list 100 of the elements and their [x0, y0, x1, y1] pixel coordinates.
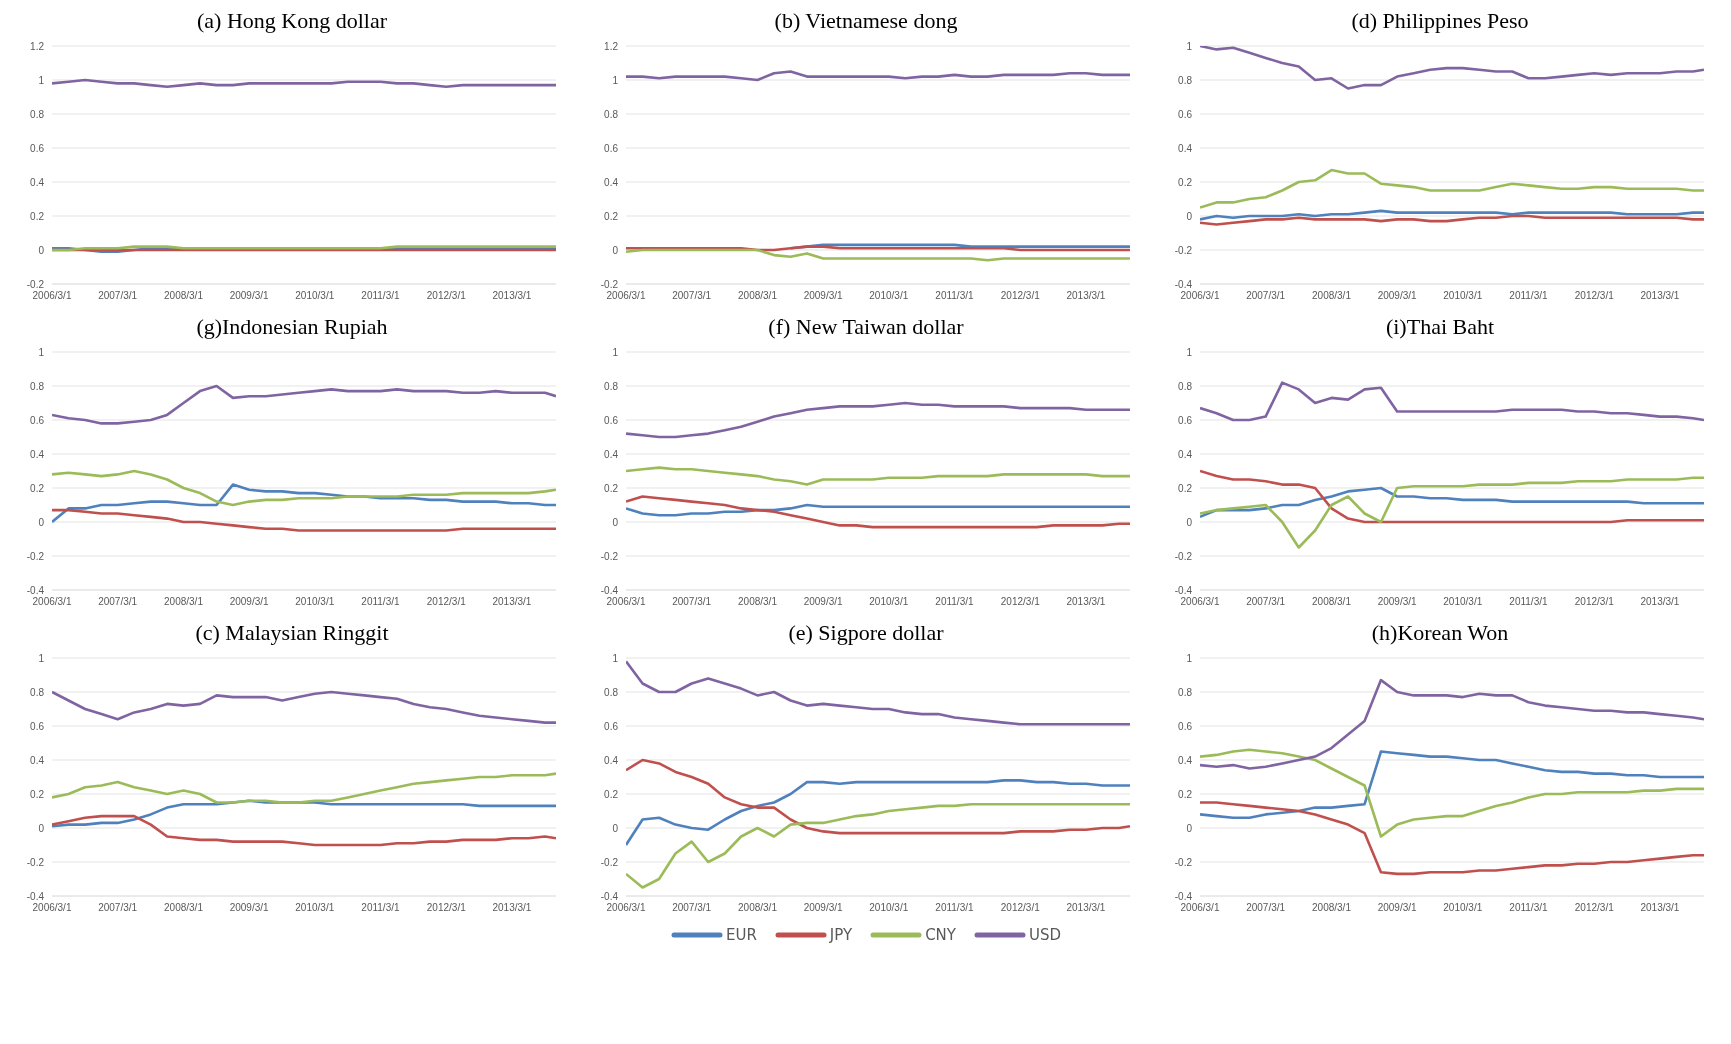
- y-tick-label: 0.4: [604, 754, 619, 766]
- x-tick-label: 2007/3/1: [672, 290, 712, 302]
- x-tick-label: 2007/3/1: [672, 596, 712, 608]
- y-tick-label: 0.4: [1178, 142, 1193, 154]
- y-tick-label: 0: [38, 822, 45, 834]
- y-tick-label: 0.2: [1178, 176, 1193, 188]
- chart-title: (g)Indonesian Rupiah: [195, 314, 389, 341]
- x-tick-label: 2013/3/1: [1066, 902, 1106, 914]
- line-series: [626, 503, 1130, 517]
- chart-title: (d) Philippines Peso: [1350, 8, 1530, 35]
- x-tick-label: 2012/3/1: [1000, 902, 1041, 914]
- y-tick-label: 0: [1186, 210, 1193, 222]
- x-tick-label: 2009/3/1: [1377, 902, 1418, 914]
- legend-label: CNY: [925, 926, 956, 944]
- x-tick-label: 2012/3/1: [1000, 290, 1041, 302]
- y-tick-label: 0.4: [604, 176, 619, 188]
- line-series: [626, 466, 1130, 486]
- y-tick-label: 1: [1186, 652, 1193, 664]
- x-tick-label: 2009/3/1: [229, 902, 270, 914]
- x-tick-label: 2009/3/1: [229, 290, 270, 302]
- line-series: [626, 248, 1130, 262]
- y-tick-label: 0.4: [30, 754, 45, 766]
- x-tick-label: 2008/3/1: [1312, 596, 1352, 608]
- y-tick-label: 0.8: [30, 686, 45, 698]
- chart-title: (f) New Taiwan dollar: [767, 314, 965, 341]
- y-tick-label: -0.4: [26, 890, 45, 902]
- x-tick-label: 2009/3/1: [803, 596, 844, 608]
- legend-label: JPY: [829, 926, 853, 944]
- x-tick-label: 2012/3/1: [1574, 596, 1615, 608]
- line-series: [1200, 168, 1704, 209]
- y-tick-label: 0.4: [1178, 754, 1193, 766]
- y-tick-label: 0.6: [1178, 108, 1193, 120]
- x-tick-label: 2007/3/1: [1246, 902, 1286, 914]
- x-tick-label: 2011/3/1: [935, 596, 974, 608]
- x-tick-label: 2009/3/1: [803, 290, 844, 302]
- x-tick-label: 2011/3/1: [1509, 596, 1548, 608]
- y-tick-label: 0: [612, 822, 619, 834]
- y-tick-label: 0.6: [30, 142, 45, 154]
- y-tick-label: -0.2: [600, 278, 619, 290]
- line-series: [52, 78, 556, 89]
- y-tick-label: 0.6: [604, 414, 619, 426]
- line-series: [52, 508, 556, 532]
- y-tick-label: 0.8: [1178, 74, 1193, 86]
- x-tick-label: 2009/3/1: [1377, 290, 1418, 302]
- y-tick-label: -0.2: [600, 550, 619, 562]
- y-tick-label: 0.6: [604, 720, 619, 732]
- x-tick-label: 2008/3/1: [738, 596, 778, 608]
- x-tick-label: 2013/3/1: [1066, 290, 1106, 302]
- x-tick-label: 2010/3/1: [295, 596, 335, 608]
- x-tick-label: 2011/3/1: [361, 596, 400, 608]
- legend-label: EUR: [725, 926, 757, 944]
- x-tick-label: 2010/3/1: [869, 596, 909, 608]
- x-tick-label: 2009/3/1: [803, 902, 844, 914]
- y-tick-label: 0.6: [1178, 720, 1193, 732]
- y-tick-label: 0.2: [604, 788, 619, 800]
- x-tick-label: 2010/3/1: [1443, 902, 1483, 914]
- line-series: [1200, 678, 1704, 770]
- y-tick-label: 1.2: [604, 40, 619, 52]
- y-tick-label: 0: [1186, 516, 1193, 528]
- y-tick-label: -0.2: [1174, 550, 1193, 562]
- y-tick-label: -0.4: [600, 890, 619, 902]
- x-tick-label: 2008/3/1: [738, 902, 778, 914]
- x-tick-label: 2010/3/1: [869, 290, 909, 302]
- line-series: [626, 802, 1130, 889]
- chart-title: (h)Korean Won: [1370, 620, 1510, 647]
- line-series: [52, 483, 556, 524]
- x-tick-label: 2011/3/1: [361, 902, 400, 914]
- y-tick-label: 0.2: [604, 210, 619, 222]
- y-tick-label: 0.8: [604, 686, 619, 698]
- chart-title: (b) Vietnamese dong: [773, 8, 959, 35]
- x-tick-label: 2011/3/1: [935, 290, 974, 302]
- line-series: [1200, 46, 1704, 90]
- line-series: [626, 401, 1130, 439]
- y-tick-label: -0.4: [1174, 890, 1193, 902]
- x-tick-label: 2006/3/1: [606, 902, 646, 914]
- x-tick-label: 2006/3/1: [1180, 902, 1220, 914]
- chart-title: (c) Malaysian Ringgit: [194, 620, 390, 647]
- line-series: [1200, 486, 1704, 519]
- line-series: [52, 690, 556, 724]
- y-tick-label: 1: [38, 346, 45, 358]
- y-tick-label: 0.2: [30, 482, 45, 494]
- x-tick-label: 2007/3/1: [672, 902, 712, 914]
- x-tick-label: 2013/3/1: [1640, 596, 1680, 608]
- line-series: [1200, 214, 1704, 226]
- x-tick-label: 2007/3/1: [98, 596, 138, 608]
- y-tick-label: -0.2: [600, 856, 619, 868]
- line-series: [626, 495, 1130, 529]
- x-tick-label: 2013/3/1: [1640, 290, 1680, 302]
- y-tick-label: 1.2: [30, 40, 45, 52]
- y-tick-label: 0.2: [1178, 788, 1193, 800]
- x-tick-label: 2007/3/1: [1246, 290, 1286, 302]
- line-series: [1200, 801, 1704, 876]
- y-tick-label: 0.2: [1178, 482, 1193, 494]
- x-tick-label: 2007/3/1: [1246, 596, 1286, 608]
- x-tick-label: 2011/3/1: [361, 290, 400, 302]
- y-tick-label: 1: [612, 652, 619, 664]
- y-tick-label: 0.2: [30, 788, 45, 800]
- x-tick-label: 2012/3/1: [426, 902, 467, 914]
- y-tick-label: -0.2: [1174, 856, 1193, 868]
- y-tick-label: 1: [1186, 40, 1193, 52]
